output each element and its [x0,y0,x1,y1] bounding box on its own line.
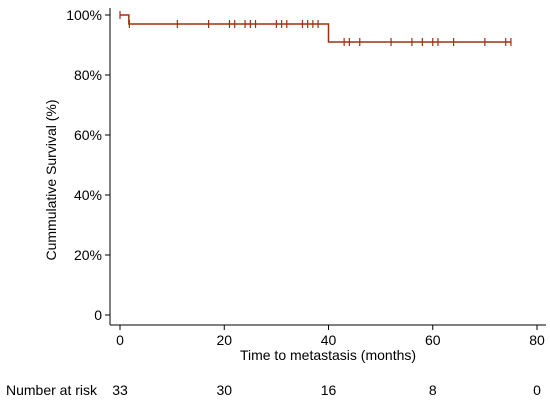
risk-count: 30 [216,382,232,398]
x-axis-label: Time to metastasis (months) [240,347,416,363]
x-tick-label: 60 [425,332,441,348]
y-tick-label: 100% [66,7,102,23]
risk-count: 33 [112,382,128,398]
y-tick-label: 20% [74,247,102,263]
y-tick-label: 0 [94,307,102,323]
x-tick-label: 0 [116,332,124,348]
number-at-risk-label: Number at risk [6,382,98,398]
risk-count: 0 [533,382,541,398]
y-tick-label: 40% [74,187,102,203]
y-tick-label: 80% [74,67,102,83]
axes: 0 20% 40% 60% 80% 100% 0 20 40 60 80 [66,7,546,348]
number-at-risk-table: Number at risk 33 30 16 8 0 [6,382,541,398]
y-axis-label: Cummulative Survival (%) [43,99,59,260]
risk-count: 16 [321,382,337,398]
risk-count: 8 [429,382,437,398]
survival-curve [120,14,511,43]
x-tick-label: 80 [529,332,545,348]
y-tick-label: 60% [74,127,102,143]
x-tick-label: 40 [321,332,337,348]
plot-series [119,11,512,46]
x-tick-label: 20 [216,332,232,348]
